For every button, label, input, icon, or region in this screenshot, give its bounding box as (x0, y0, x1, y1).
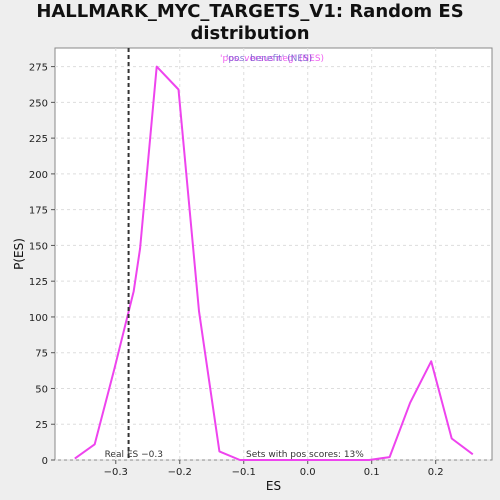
series-group (74, 65, 474, 461)
chart-title-line-1: HALLMARK_MYC_TARGETS_V1: Random ES (36, 1, 464, 22)
x-axis-label: ES (266, 479, 281, 493)
x-tick-label: −0.3 (104, 467, 128, 478)
x-tick-label: 0.1 (364, 467, 380, 478)
y-tick-label: 125 (29, 277, 48, 288)
y-tick-label: 25 (35, 420, 48, 431)
x-axis-ticks: −0.3 −0.2 −0.1 0.0 0.1 0.2 (104, 460, 444, 478)
y-tick-label: 250 (29, 98, 48, 109)
series-line (74, 65, 474, 461)
x-tick-label: −0.2 (168, 467, 192, 478)
real-es-label: Real ES −0.3 (105, 450, 163, 460)
y-tick-label: 0 (42, 456, 48, 467)
y-tick-label: 275 (29, 63, 48, 74)
chart-title: HALLMARK_MYC_TARGETS_V1: Random ES distr… (0, 1, 500, 45)
y-tick-label: 100 (29, 313, 48, 324)
legend-entry-pos-benefit: 'pos. benefit' (NES) (226, 54, 312, 64)
chart-title-line-2: distribution (190, 23, 310, 44)
x-tick-label: 0.2 (428, 467, 444, 478)
y-tick-label: 75 (35, 349, 48, 360)
pos-scores-label: Sets with pos scores: 13% (246, 450, 364, 460)
y-tick-label: 150 (29, 241, 48, 252)
y-tick-label: 200 (29, 170, 48, 181)
y-axis-label: P(ES) (12, 238, 26, 270)
x-tick-label: −0.1 (232, 467, 256, 478)
x-tick-label: 0.0 (300, 467, 316, 478)
y-tick-label: 225 (29, 134, 48, 145)
plot-area (54, 47, 493, 461)
y-tick-label: 50 (35, 384, 48, 395)
y-axis-ticks: 0 25 50 75 100 125 150 175 200 225 250 275 (29, 63, 55, 467)
y-tick-label: 175 (29, 206, 48, 217)
legend-entry-pos-versus-neg: 'pos. versus neg' (NES) (220, 54, 324, 64)
